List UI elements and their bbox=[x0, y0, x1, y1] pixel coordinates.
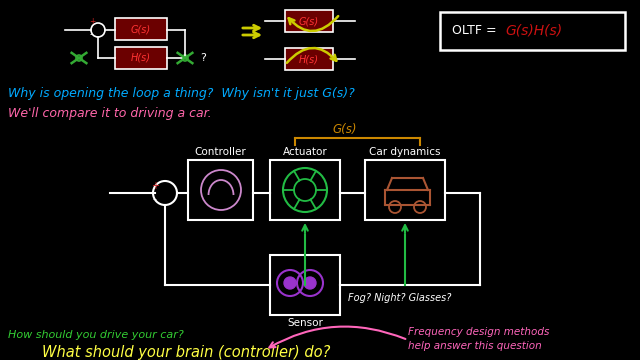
Text: help answer this question: help answer this question bbox=[408, 341, 541, 351]
FancyBboxPatch shape bbox=[285, 10, 333, 32]
FancyBboxPatch shape bbox=[365, 160, 445, 220]
FancyBboxPatch shape bbox=[285, 48, 333, 70]
Text: +: + bbox=[89, 18, 95, 27]
FancyBboxPatch shape bbox=[115, 18, 167, 40]
Text: We'll compare it to driving a car.: We'll compare it to driving a car. bbox=[8, 107, 212, 120]
Circle shape bbox=[284, 277, 296, 289]
FancyBboxPatch shape bbox=[440, 12, 625, 50]
Text: H(s): H(s) bbox=[299, 54, 319, 64]
Text: Sensor: Sensor bbox=[287, 318, 323, 328]
Text: Controller: Controller bbox=[194, 147, 246, 157]
Text: How should you drive your car?: How should you drive your car? bbox=[8, 330, 184, 340]
Text: Actuator: Actuator bbox=[283, 147, 328, 157]
Text: H(s): H(s) bbox=[131, 53, 151, 63]
FancyBboxPatch shape bbox=[188, 160, 253, 220]
FancyBboxPatch shape bbox=[115, 47, 167, 69]
Text: Fog? Night? Glasses?: Fog? Night? Glasses? bbox=[348, 293, 451, 303]
Text: G(s)H(s): G(s)H(s) bbox=[505, 24, 562, 38]
Text: What should your brain (controller) do?: What should your brain (controller) do? bbox=[42, 345, 330, 360]
Text: -: - bbox=[90, 31, 93, 40]
FancyBboxPatch shape bbox=[270, 255, 340, 315]
Text: OLTF =: OLTF = bbox=[452, 24, 500, 37]
Text: G(s): G(s) bbox=[131, 24, 151, 34]
Text: -: - bbox=[152, 194, 156, 204]
Text: G(s): G(s) bbox=[299, 16, 319, 26]
Text: ?: ? bbox=[200, 53, 206, 63]
FancyBboxPatch shape bbox=[270, 160, 340, 220]
Text: Frequency design methods: Frequency design methods bbox=[408, 327, 549, 337]
Text: G(s): G(s) bbox=[333, 123, 357, 136]
Text: Why is opening the loop a thing?  Why isn't it just G(s)?: Why is opening the loop a thing? Why isn… bbox=[8, 86, 355, 99]
Text: +: + bbox=[151, 181, 159, 191]
Text: Car dynamics: Car dynamics bbox=[369, 147, 441, 157]
Circle shape bbox=[304, 277, 316, 289]
